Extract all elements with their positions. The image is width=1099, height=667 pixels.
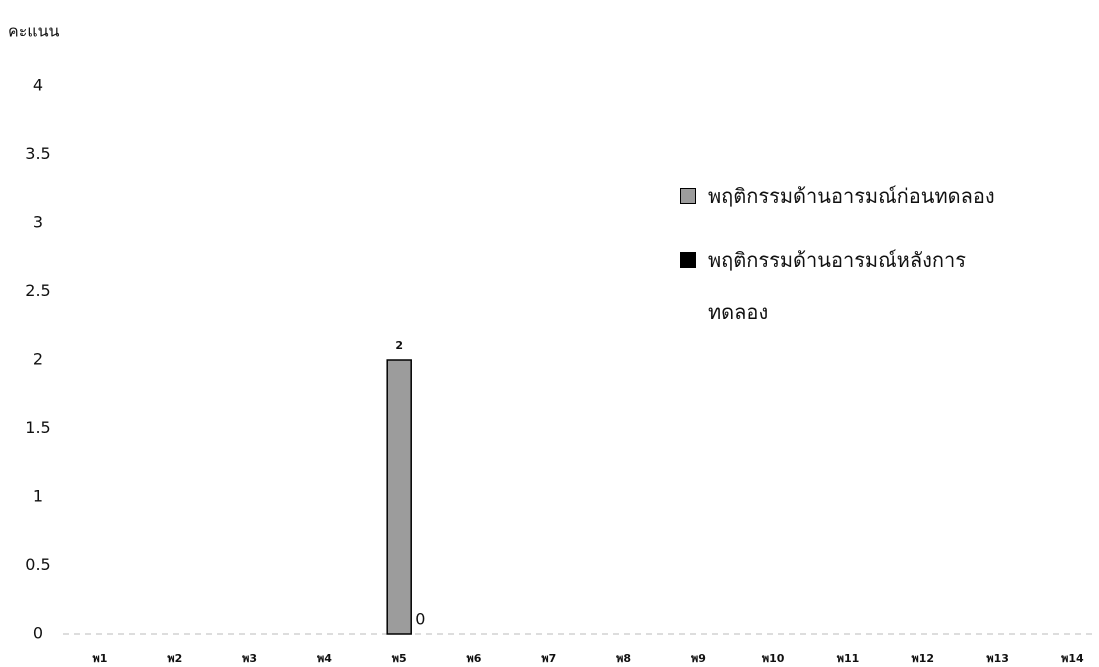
- x-tick-label: พ9: [691, 652, 706, 665]
- y-tick-label: 1: [33, 487, 43, 506]
- data-label: 2: [395, 339, 403, 352]
- y-tick-label: 2: [33, 350, 43, 369]
- x-tick-label: พ10: [762, 652, 785, 665]
- legend-swatch: [680, 252, 696, 268]
- bar: [386, 359, 412, 635]
- x-tick-label: พ8: [616, 652, 631, 665]
- y-tick-label: 0: [33, 624, 43, 643]
- legend-label: พฤติกรรมด้านอารมณ์ก่อนทดลอง: [708, 184, 995, 208]
- x-tick-label: พ13: [986, 652, 1009, 665]
- data-label: 0: [415, 610, 425, 629]
- x-tick-label: พ2: [167, 652, 182, 665]
- x-tick-label: พ4: [317, 652, 332, 665]
- x-tick-label: พ7: [541, 652, 556, 665]
- x-tick-label: พ1: [93, 652, 108, 665]
- x-tick-label: พ5: [392, 652, 407, 665]
- x-tick-label: พ12: [912, 652, 935, 665]
- y-tick-label: 4: [33, 76, 43, 95]
- y-tick-label: 0.5: [25, 555, 50, 574]
- x-tick-label: พ3: [242, 652, 257, 665]
- x-tick-label: พ11: [837, 652, 860, 665]
- y-tick-label: 3.5: [25, 144, 50, 163]
- legend-swatch: [680, 188, 696, 204]
- x-tick-label: พ6: [467, 652, 482, 665]
- legend-item: พฤติกรรมด้านอารมณ์หลังการทดลอง: [680, 234, 1040, 338]
- legend: พฤติกรรมด้านอารมณ์ก่อนทดลองพฤติกรรมด้านอ…: [680, 170, 1040, 350]
- y-tick-label: 1.5: [25, 418, 50, 437]
- legend-item: พฤติกรรมด้านอารมณ์ก่อนทดลอง: [680, 170, 1040, 222]
- x-tick-label: พ14: [1061, 652, 1084, 665]
- legend-label: พฤติกรรมด้านอารมณ์หลังการทดลอง: [708, 248, 966, 324]
- y-tick-label: 2.5: [25, 281, 50, 300]
- y-tick-label: 3: [33, 213, 43, 232]
- y-axis-title: คะแนน: [8, 22, 60, 41]
